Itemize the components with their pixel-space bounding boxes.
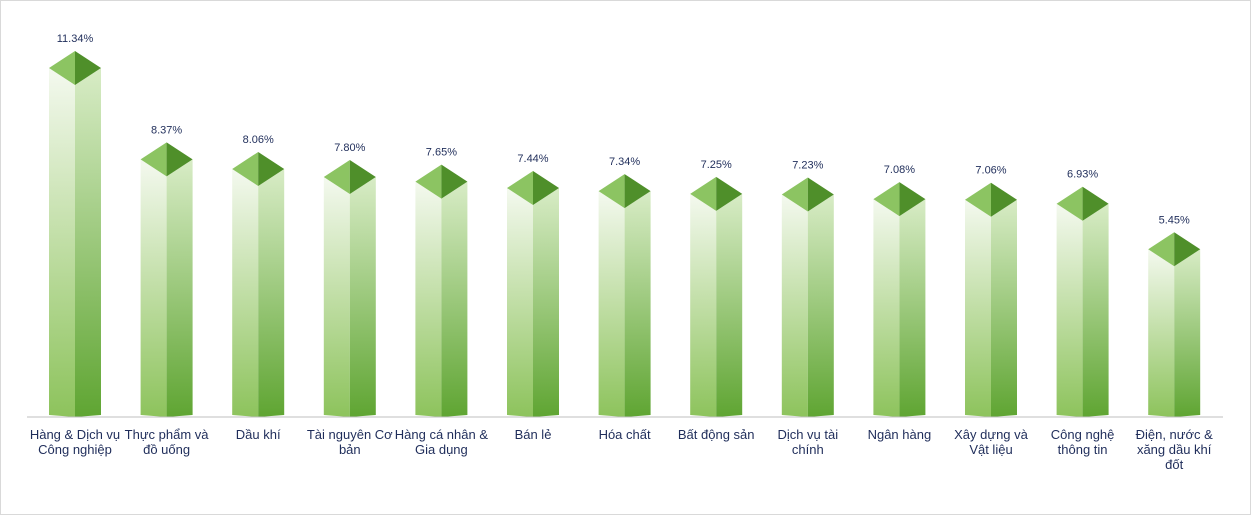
- bar-side-face: [533, 188, 559, 417]
- x-tick-label: Tài nguyên Cơ bản: [306, 427, 393, 457]
- bar-front-face: [415, 181, 442, 417]
- bar-side-face: [441, 181, 468, 417]
- bar-cap-shade: [991, 182, 1017, 217]
- data-label: 7.65%: [426, 147, 457, 159]
- bar-front-face: [690, 193, 717, 417]
- x-tick-label: Hàng & Dịch vụ Công nghiệp: [29, 427, 121, 457]
- bar-cap-shade: [441, 164, 468, 199]
- x-tick-label: Bán lẻ: [514, 427, 552, 442]
- bar-cap-shade: [624, 174, 651, 209]
- bar: [781, 177, 834, 417]
- bar-cap-shade: [75, 51, 101, 85]
- bar-cap-shade: [1174, 232, 1201, 267]
- bar: [690, 176, 743, 417]
- data-label: 7.80%: [334, 142, 365, 154]
- bar: [598, 174, 651, 417]
- x-tick-label: Công nghệ thông tin: [1050, 427, 1115, 457]
- bar-cap-shade: [899, 182, 926, 217]
- bar-side-face: [716, 193, 743, 417]
- bar-cap: [140, 142, 167, 177]
- bar: [1148, 232, 1201, 417]
- bar-cap-shade: [807, 177, 834, 212]
- bar-cap: [1056, 186, 1083, 221]
- bar-front-face: [781, 194, 808, 417]
- x-tick-label: Ngân hàng: [867, 427, 932, 442]
- bar-cap: [690, 176, 717, 211]
- data-label: 7.06%: [975, 165, 1006, 177]
- bar-cap-shade: [166, 142, 193, 177]
- data-label: 6.93%: [1067, 169, 1098, 181]
- bar-cap: [965, 182, 991, 217]
- bar-side-face: [991, 199, 1017, 417]
- bar-cap: [415, 164, 442, 199]
- data-label: 11.34%: [57, 33, 94, 45]
- bar-side-face: [75, 68, 101, 417]
- data-label: 7.23%: [792, 159, 823, 171]
- bar-side-face: [349, 176, 376, 417]
- bar-side-face: [166, 159, 193, 417]
- bar-cap: [232, 151, 259, 186]
- bar-side-face: [899, 199, 926, 417]
- data-label: 5.45%: [1159, 214, 1190, 226]
- bar-front-face: [49, 68, 75, 417]
- bar: [140, 142, 193, 417]
- bar: [323, 159, 376, 417]
- bar-front-face: [1056, 203, 1083, 417]
- data-label: 7.08%: [884, 164, 915, 176]
- bar-cap: [598, 174, 625, 209]
- bar-cap-shade: [258, 151, 285, 186]
- x-tick-label: Dầu khí: [235, 427, 281, 442]
- data-label: 8.37%: [151, 124, 182, 136]
- bar-front-face: [965, 199, 991, 417]
- data-label: 7.44%: [517, 153, 548, 165]
- x-tick-label: Hóa chất: [598, 427, 651, 442]
- data-label: 7.25%: [701, 159, 732, 171]
- bar: [232, 151, 285, 417]
- bar: [965, 182, 1017, 417]
- data-label: 7.34%: [609, 156, 640, 168]
- bar-cap: [873, 182, 900, 217]
- bar-front-face: [598, 191, 625, 417]
- bar: [49, 51, 101, 417]
- bar-side-face: [624, 191, 651, 417]
- bar-cap: [507, 171, 533, 206]
- bar-cap: [781, 177, 808, 212]
- data-label: 8.06%: [243, 134, 274, 146]
- bar-side-face: [1174, 249, 1201, 417]
- bar: [507, 171, 559, 417]
- bar-side-face: [258, 168, 285, 417]
- bar-side-face: [807, 194, 834, 417]
- x-tick-label: Điện, nước & xăng dầu khí đốt: [1135, 427, 1213, 472]
- bar: [873, 182, 926, 417]
- bar-cap: [1148, 232, 1175, 267]
- bar-cap: [49, 51, 75, 85]
- x-tick-label: Bất động sản: [677, 427, 755, 442]
- x-tick-label: Xây dựng và Vật liệu: [954, 427, 1028, 457]
- bar-front-face: [507, 188, 533, 417]
- bar-front-face: [232, 168, 259, 417]
- bar: [415, 164, 468, 417]
- bar-cap-shade: [533, 171, 559, 206]
- bar-cap: [323, 159, 350, 194]
- bar-side-face: [1082, 203, 1109, 417]
- bar-front-face: [1148, 249, 1175, 417]
- bar: [1056, 186, 1109, 417]
- bar-front-face: [140, 159, 167, 417]
- bar-cap-shade: [349, 159, 376, 194]
- bar-cap-shade: [716, 176, 743, 211]
- x-tick-label: Hàng cá nhân & Gia dụng: [394, 427, 488, 457]
- bar-front-face: [873, 199, 900, 417]
- x-tick-label: Thực phẩm và đồ uống: [124, 427, 209, 457]
- bar-cap-shade: [1082, 186, 1109, 221]
- bar-front-face: [323, 176, 350, 417]
- x-tick-label: Dịch vụ tài chính: [777, 427, 839, 457]
- bar-series: [49, 51, 1201, 417]
